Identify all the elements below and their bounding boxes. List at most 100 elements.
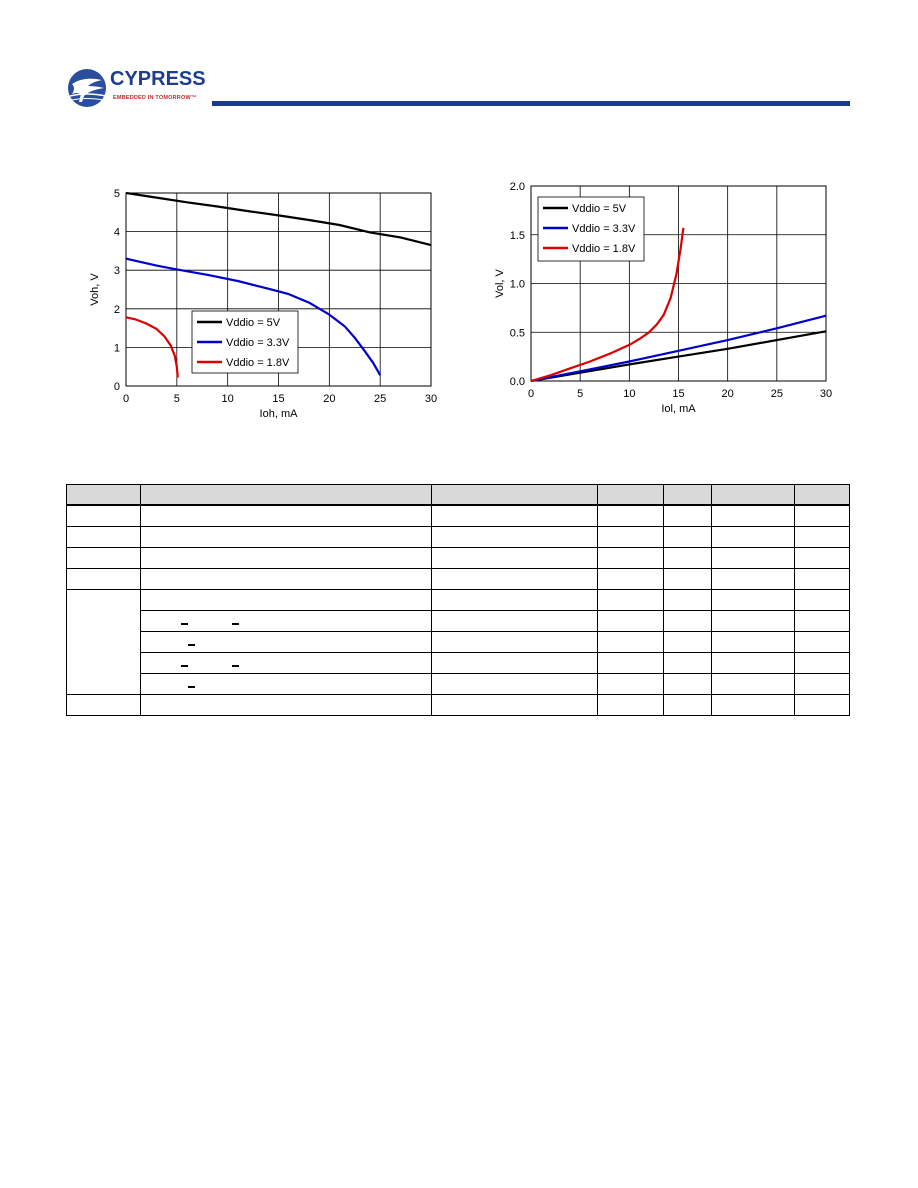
table-cell xyxy=(663,694,712,716)
voh-series-line xyxy=(125,257,382,376)
table-merged-cell xyxy=(66,589,141,695)
table-row xyxy=(66,547,850,569)
table-header-cell xyxy=(431,484,598,506)
table-row xyxy=(66,568,850,590)
voh-legend-label: Vddio = 1.8V xyxy=(226,357,290,369)
table-cell xyxy=(431,610,598,632)
vol-legend-label: Vddio = 1.8V xyxy=(572,243,636,255)
table-cell xyxy=(794,610,850,632)
header-rule xyxy=(212,101,850,106)
table-cell xyxy=(663,589,712,611)
table-cell xyxy=(794,526,850,548)
table-cell xyxy=(140,526,432,548)
table-cell xyxy=(794,673,850,695)
vol-x-tick-label: 20 xyxy=(722,388,734,400)
table-cell xyxy=(140,547,432,569)
voh-x-axis-label: Ioh, mA xyxy=(260,408,299,420)
vol-y-tick-label: 1.5 xyxy=(510,230,525,242)
table-cell xyxy=(66,504,141,527)
table-cell xyxy=(711,652,795,674)
table-cell xyxy=(140,589,432,611)
table-cell xyxy=(431,526,598,548)
vol-plot-frame xyxy=(530,185,827,382)
table-cell xyxy=(66,526,141,548)
vol-series-line xyxy=(530,330,827,383)
voh-x-tick-label: 25 xyxy=(374,393,386,405)
table-row xyxy=(67,631,850,653)
table-row xyxy=(67,610,850,632)
table-cell xyxy=(663,526,712,548)
dash-mark xyxy=(232,665,239,667)
vol-series-line xyxy=(530,314,827,383)
vol-x-tick-label: 25 xyxy=(771,388,783,400)
vol-y-tick-label: 1.0 xyxy=(510,279,525,291)
table-header-cell xyxy=(597,484,664,506)
vol-x-axis-label: Iol, mA xyxy=(661,403,696,415)
dash-mark xyxy=(181,623,188,625)
table-cell xyxy=(597,610,664,632)
table-header-cell xyxy=(711,484,795,506)
table-cell xyxy=(711,610,795,632)
voh-series-line xyxy=(125,316,179,378)
table-cell xyxy=(794,504,850,527)
table-cell xyxy=(711,673,795,695)
table-cell xyxy=(66,547,141,569)
dash-mark xyxy=(181,665,188,667)
vol-chart: 0 5 10 15 20 25 30 0.0 0.5 1.0 1.5 2.0 Iol, mA Vol, V… xyxy=(470,175,840,430)
voh-x-tick-label: 20 xyxy=(323,393,335,405)
voh-y-tick-label: 4 xyxy=(114,227,120,239)
vol-x-tick-label: 10 xyxy=(623,388,635,400)
table-cell xyxy=(711,547,795,569)
table-cell xyxy=(431,652,598,674)
table-cell xyxy=(711,504,795,527)
table-cell xyxy=(597,568,664,590)
vol-y-tick-label: 0.5 xyxy=(510,327,525,339)
table-cell xyxy=(663,547,712,569)
dash-mark xyxy=(188,644,195,646)
voh-series-line xyxy=(125,191,432,247)
dash-mark xyxy=(188,686,195,688)
table-cell xyxy=(597,526,664,548)
voh-y-tick-label: 2 xyxy=(114,304,120,316)
table-header-cell xyxy=(140,484,432,506)
voh-x-tick-label: 30 xyxy=(425,393,437,405)
table-cell xyxy=(663,652,712,674)
voh-plot-frame xyxy=(125,192,432,387)
table-row xyxy=(66,504,850,527)
table-cell xyxy=(140,631,432,653)
table-header-cell xyxy=(663,484,712,506)
vol-x-tick-label: 30 xyxy=(820,388,832,400)
table-cell xyxy=(431,568,598,590)
dash-mark xyxy=(232,623,239,625)
page-header: CYPRESS EMBEDDED IN TOMORROW™ xyxy=(66,66,850,110)
table-header-cell xyxy=(66,484,141,506)
table-cell xyxy=(140,694,432,716)
voh-y-tick-label: 0 xyxy=(114,381,120,393)
table-cell xyxy=(597,631,664,653)
table-cell xyxy=(66,694,141,716)
voh-y-axis-label: Voh, V xyxy=(90,273,101,306)
voh-y-tick-label: 5 xyxy=(114,188,120,200)
table-cell xyxy=(140,673,432,695)
voh-chart-svg: 0 5 10 15 20 25 30 0 1 2 3 4 5 Ioh, mA Voh, V Vddio = 5… xyxy=(90,188,437,420)
table-cell xyxy=(663,631,712,653)
vol-y-tick-label: 0.0 xyxy=(510,376,525,388)
table-cell xyxy=(663,504,712,527)
vol-series-line xyxy=(530,227,685,383)
table-cell xyxy=(663,673,712,695)
table-cell xyxy=(597,673,664,695)
table-header-cell xyxy=(794,484,850,506)
cypress-tree-icon xyxy=(68,69,107,107)
vol-x-tick-label: 5 xyxy=(577,388,583,400)
table-cell xyxy=(431,589,598,611)
table-cell xyxy=(140,504,432,527)
voh-x-tick-label: 5 xyxy=(174,393,180,405)
voh-legend-label: Vddio = 5V xyxy=(226,317,281,329)
cypress-logo: CYPRESS EMBEDDED IN TOMORROW™ xyxy=(66,66,211,110)
voh-x-tick-label: 0 xyxy=(123,393,129,405)
table-cell xyxy=(66,568,141,590)
voh-x-tick-label: 10 xyxy=(222,393,234,405)
table-row xyxy=(67,673,850,695)
table-cell xyxy=(597,694,664,716)
table-cell xyxy=(140,610,432,632)
